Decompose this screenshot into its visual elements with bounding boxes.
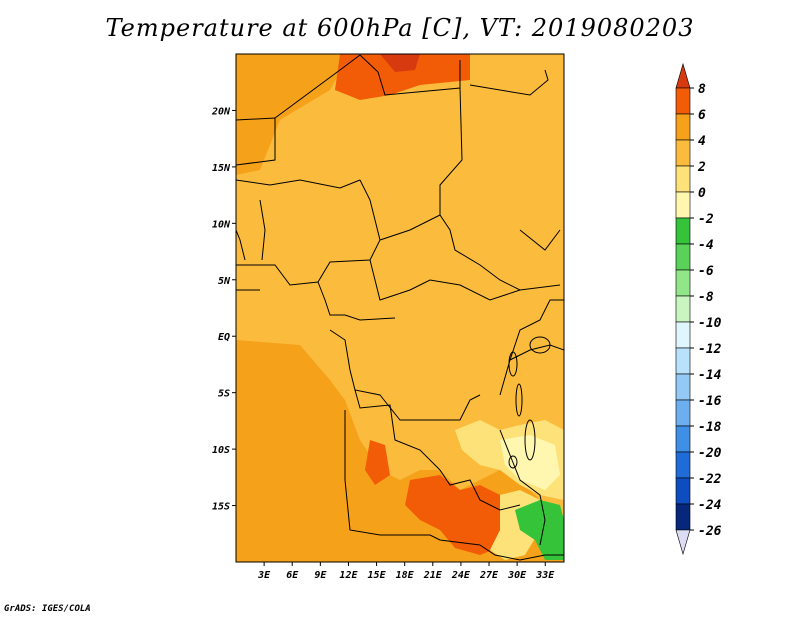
lon-tick-label: 18E [396,570,415,581]
lat-tick-label: 5N [218,276,231,287]
colorbar-label: -2 [698,212,714,227]
colorbar-cell [675,529,691,556]
lon-tick-label: 3E [257,570,271,581]
colorbar-cell [675,165,691,193]
lon-tick-label: 33E [535,570,555,581]
field-4-to-6-south [405,475,515,555]
colorbar-label: -24 [698,498,722,513]
colorbar-cell [675,87,691,115]
lon-tick-label: 15E [368,570,387,581]
colorbar-cell [675,373,691,401]
colorbar-label: -12 [698,342,722,357]
colorbar-label: 2 [697,160,706,175]
field-4-to-6-north [335,54,470,100]
field-m6-to-m4 [515,500,564,560]
colorbar-cell [675,503,691,531]
lat-tick-label: 15S [212,502,230,513]
colorbar-label: -10 [698,316,722,331]
colorbar-cells [675,62,691,556]
colorbar-label: -18 [698,420,722,435]
colorbar-label: 0 [698,186,706,201]
lat-tick-label: 15N [212,163,231,174]
colorbar-label: 8 [698,82,706,97]
colorbar-label: -26 [698,524,722,539]
colorbar-cell [675,477,691,505]
lon-tick-label: 21E [423,570,443,581]
lat-tick-label: 10N [212,219,231,230]
lon-tick-label: 24E [451,570,471,581]
colorbar-label: -22 [698,472,722,487]
longitude-axis: 3E 6E 9E 12E 15E 18E 21E 24E 27E 30E 33E [257,562,555,581]
lat-tick-label: EQ [218,332,230,343]
country-borders [236,54,564,561]
map-frame [235,53,565,563]
colorbar-cell [675,295,691,323]
colorbar-cell [675,425,691,453]
colorbar-label: 6 [698,108,706,123]
colorbar-label: -20 [698,446,722,461]
colorbar-label: -6 [698,264,714,279]
footer-credit: GrADS: IGES/COLA [4,604,91,614]
colorbar-cell [675,217,691,245]
colorbar-labels: 8 6 4 2 0 -2 -4 -6 -8 -10 -12 -14 -16 -18 -20 -22 -24 -26 [690,82,722,539]
colorbar-cell [675,62,691,89]
colorbar-cell [675,399,691,427]
colorbar-label: -16 [698,394,722,409]
colorbar-cell [675,347,691,375]
lon-tick-label: 6E [286,570,299,581]
lakes [508,336,551,469]
colorbar-cell [675,451,691,479]
colorbar-cell [675,139,691,167]
colorbar-label: -14 [698,368,722,383]
colorbar-label: 4 [698,134,706,149]
colorbar-label: -4 [698,238,714,253]
lat-tick-label: 20N [211,106,231,117]
map-title: Temperature at 600hPa [C], VT: 201908020… [105,14,695,42]
colorbar-label: -8 [698,290,714,305]
colorbar-cell [675,113,691,141]
field-6-to-8 [380,54,420,72]
colorbar-cell [675,321,691,349]
lon-tick-label: 30E [507,570,527,581]
colorbar-cell [675,191,691,219]
lon-tick-label: 12E [339,570,358,581]
lon-tick-label: 9E [314,570,327,581]
colorbar-cell [675,269,691,297]
field-4-to-6-south-2 [365,440,390,485]
colorbar-cell [675,243,691,271]
lat-tick-label: 5S [218,389,230,400]
lat-tick-label: 10S [212,445,230,456]
field-m4-to-m2 [500,435,560,490]
lon-tick-label: 27E [479,570,499,581]
latitude-axis: 20N 15N 10N 5N EQ 5S 10S 15S [211,106,236,513]
